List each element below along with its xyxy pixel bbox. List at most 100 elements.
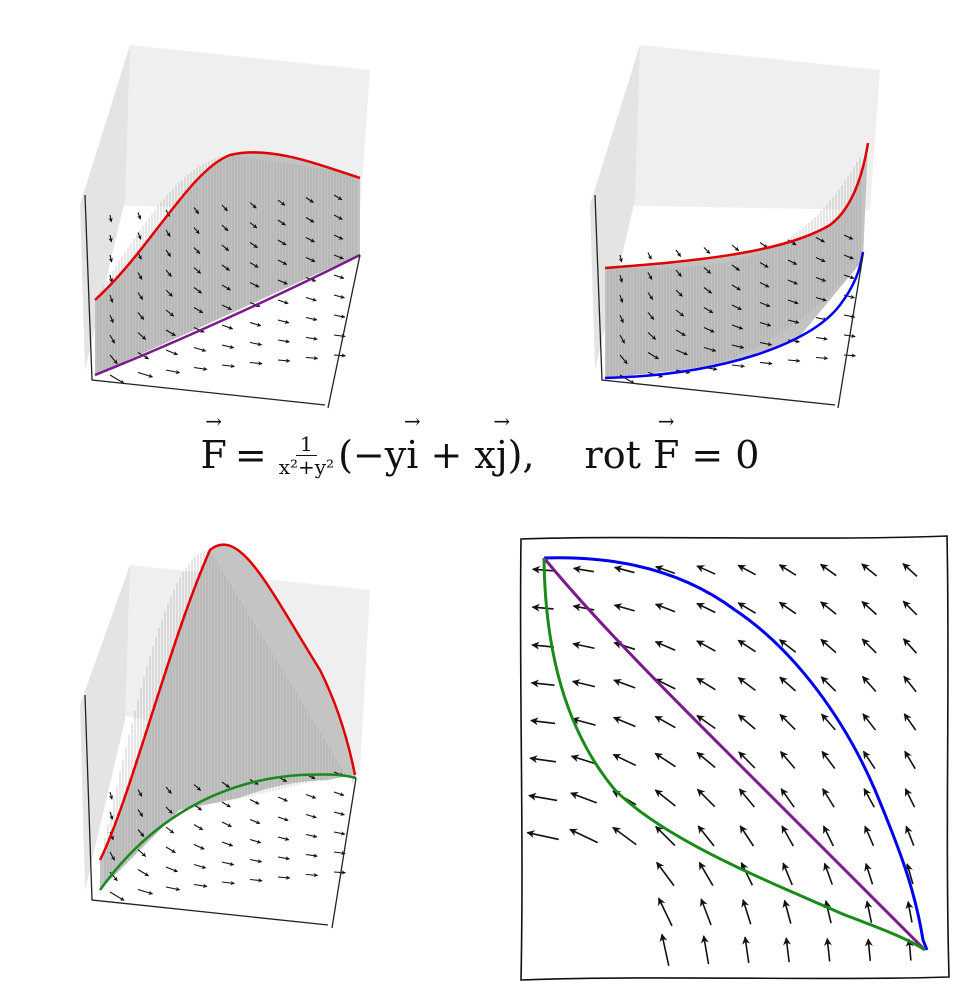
field-arrow	[731, 363, 745, 369]
quiver-panel	[515, 530, 955, 985]
field-arrow	[193, 307, 204, 314]
field-arrow	[333, 353, 346, 358]
quiver-arrow	[782, 862, 793, 886]
field-arrow	[703, 247, 711, 254]
field-arrow	[221, 264, 230, 271]
field-arrow	[109, 294, 114, 303]
quiver-arrow	[823, 900, 832, 924]
field-arrow	[221, 224, 229, 232]
field-arrow	[165, 866, 178, 873]
quiver-arrow	[905, 938, 914, 961]
field-arrow	[843, 274, 855, 280]
field-arrow	[618, 254, 623, 263]
quiver-arrow	[904, 750, 916, 770]
blue-curve	[604, 251, 865, 380]
quiver-arrow	[864, 900, 873, 923]
quiver-arrow	[571, 679, 596, 688]
quiver-arrow	[902, 638, 918, 654]
field-arrow	[221, 861, 235, 867]
rot-label: rot	[584, 433, 653, 477]
rot-equals-zero: = 0	[679, 433, 760, 477]
field-arrow	[193, 843, 205, 850]
field-arrow	[731, 344, 745, 350]
field-arrow	[137, 829, 145, 837]
quiver-arrow	[696, 640, 716, 652]
field-arrow	[249, 838, 262, 844]
field-arrow	[277, 319, 290, 324]
field-arrow	[221, 821, 232, 828]
box-edge	[331, 777, 357, 929]
fraction: 1 x²+y²	[279, 433, 334, 478]
field-arrow	[137, 789, 143, 797]
field-arrow	[333, 274, 345, 280]
field-arrow	[137, 869, 149, 877]
field-arrow	[249, 242, 258, 249]
field-arrow	[109, 891, 125, 901]
field-arrow	[333, 811, 345, 816]
field-arrow	[305, 336, 318, 341]
quiver-arrow	[823, 862, 834, 885]
quiver-arrow	[822, 825, 835, 847]
quiver-arrow	[902, 600, 918, 616]
field-arrow	[193, 883, 208, 889]
field-arrow	[165, 329, 176, 337]
fraction-numerator: 1	[296, 433, 317, 456]
box-edge	[837, 254, 864, 409]
fraction-denominator: x²+y²	[278, 454, 335, 479]
field-arrow	[647, 292, 654, 300]
quiver-arrow	[696, 751, 716, 769]
field-arrow	[137, 332, 147, 340]
quiver-arrow	[779, 751, 796, 769]
box-floor	[95, 255, 360, 410]
field-arrow	[731, 304, 742, 311]
field-arrow	[221, 244, 230, 252]
unit-vector-j: j	[496, 433, 508, 477]
field-arrow	[137, 888, 153, 895]
field-arrow	[249, 222, 258, 229]
field-arrow	[787, 259, 798, 265]
quiver-arrow	[655, 825, 676, 847]
field-arrow	[675, 329, 686, 337]
quiver-arrow	[905, 825, 915, 846]
field-arrow	[221, 781, 230, 788]
field-arrow	[137, 292, 144, 300]
surface-panel-green	[70, 520, 390, 940]
field-arrow	[249, 878, 263, 883]
quiver-arrow	[903, 675, 917, 693]
field-arrow	[249, 858, 263, 864]
quiver-arrow	[654, 789, 676, 807]
quiver-arrow	[737, 639, 756, 653]
field-arrow	[731, 324, 744, 330]
vector-F-rot: F	[653, 433, 679, 477]
quiver-arrow	[613, 603, 635, 612]
quiver-arrow	[822, 788, 835, 808]
red-curve	[94, 151, 361, 301]
field-arrow	[843, 254, 854, 260]
quiver-arrow	[862, 750, 876, 770]
field-arrow	[277, 796, 288, 802]
field-arrow	[305, 793, 317, 799]
quiver-arrow	[861, 563, 878, 577]
quiver-arrow	[572, 641, 595, 650]
field-arrow	[249, 282, 260, 288]
field-arrow	[165, 349, 178, 356]
field-arrow	[108, 214, 113, 223]
box-left-wall	[590, 45, 640, 370]
field-arrow	[333, 791, 345, 797]
box-axes	[594, 194, 836, 406]
quiver-arrow	[696, 714, 716, 730]
quiver-arrow	[821, 750, 836, 770]
quiver-arrow	[696, 565, 716, 575]
field-arrow	[221, 324, 234, 330]
field-arrow	[221, 880, 235, 886]
field-arrow	[193, 227, 200, 235]
field-arrow	[277, 856, 290, 861]
field-arrow	[333, 831, 346, 836]
quiver-arrow	[529, 755, 557, 764]
quiver-arrow	[779, 713, 796, 731]
field-arrow	[703, 267, 711, 274]
quiver-arrow	[613, 678, 636, 689]
field-arrow	[305, 872, 319, 878]
green-curve	[98, 773, 357, 891]
quiver-arrow	[738, 788, 755, 808]
